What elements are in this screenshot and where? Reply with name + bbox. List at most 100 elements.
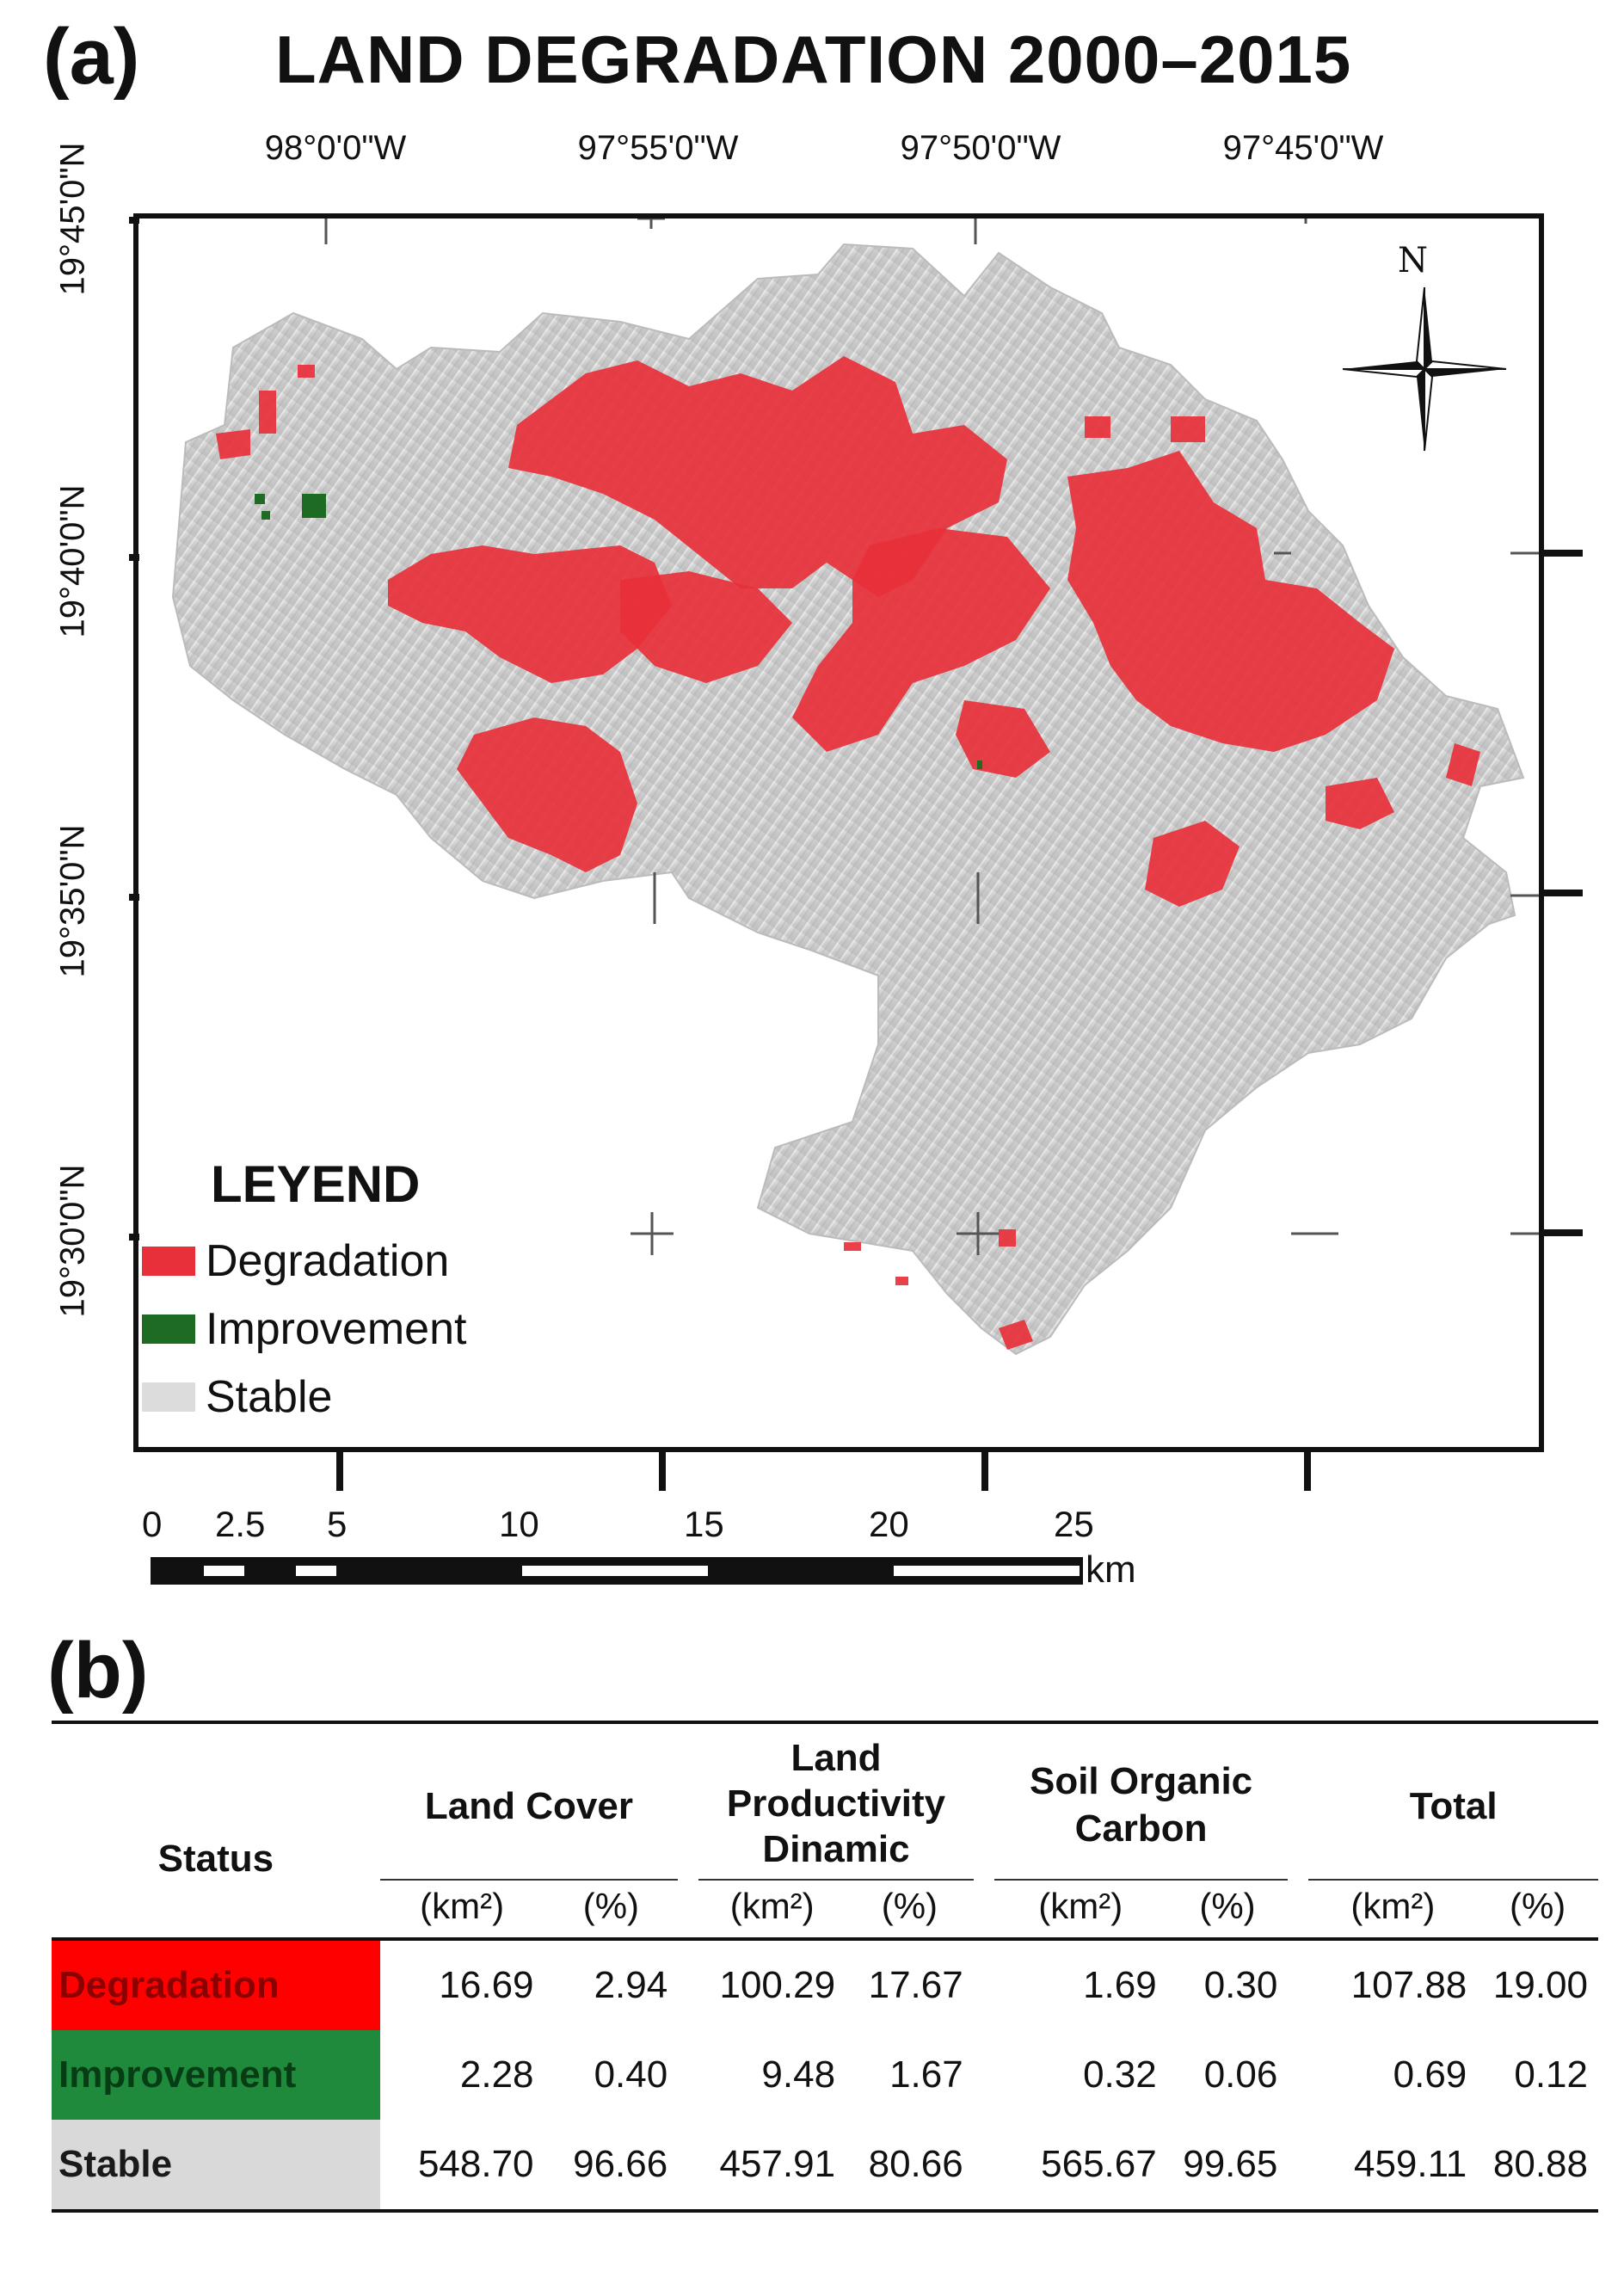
degradation-patch	[956, 700, 1050, 778]
map-title: LAND DEGRADATION 2000–2015	[275, 22, 1352, 97]
legend-swatch-improvement	[142, 1314, 195, 1344]
legend-label: Improvement	[206, 1304, 467, 1354]
status-degradation: Degradation	[52, 1939, 380, 2031]
improvement-patches	[255, 494, 982, 769]
longitude-label-97-55: 97°55'0"W	[577, 129, 739, 167]
unit-area: (km²)	[729, 1886, 815, 1927]
column-header-land-productivity: Land Productivity Dinamic	[698, 1722, 974, 1881]
table-cell: 2.94	[594, 1964, 668, 2007]
improvement-patch	[255, 494, 265, 504]
degradation-patch	[895, 1277, 908, 1285]
table-cell: 0.06	[1203, 2053, 1278, 2096]
unit-area: (km²)	[1350, 1886, 1436, 1927]
scale-bar	[151, 1557, 1083, 1585]
table-cell: 9.48	[761, 2053, 836, 2096]
legend-swatch-degradation	[142, 1247, 195, 1276]
frame-right-ticks	[1544, 550, 1583, 1236]
legend-label: Degradation	[206, 1236, 450, 1286]
table-header-row: Status Land Cover Land Productivity Dina…	[52, 1722, 1598, 1881]
degradation-patch	[999, 1320, 1033, 1350]
table-cell: 80.88	[1492, 2143, 1588, 2186]
latitude-label-19-35: 19°35'0"N	[53, 824, 92, 978]
latitude-label-19-30: 19°30'0"N	[53, 1164, 92, 1318]
legend-swatch-stable	[142, 1382, 195, 1412]
table-cell: 107.88	[1350, 1964, 1467, 2007]
improvement-patch	[302, 494, 326, 518]
legend-item-degradation: Degradation	[142, 1235, 449, 1287]
degradation-patch	[1446, 743, 1480, 786]
legend-item-improvement: Improvement	[142, 1303, 466, 1355]
table-cell: 548.70	[417, 2143, 534, 2186]
statistics-table: Status Land Cover Land Productivity Dina…	[52, 1721, 1598, 2213]
table-cell: 96.66	[573, 2143, 668, 2186]
unit-percent: (%)	[1509, 1886, 1566, 1927]
degradation-patch	[1067, 451, 1394, 752]
column-header-land-cover: Land Cover	[379, 1722, 679, 1881]
degradation-patch	[457, 717, 637, 872]
table-row-stable: Stable 548.70 96.66 457.91 80.66 565.67 …	[52, 2120, 1598, 2212]
table-cell: 0.40	[594, 2053, 668, 2096]
table-cell: 1.67	[889, 2053, 963, 2096]
table-cell: 0.69	[1393, 2053, 1467, 2096]
degradation-patch	[620, 571, 792, 683]
table-cell: 459.11	[1353, 2143, 1467, 2186]
degradation-patch	[1145, 821, 1240, 907]
table-cell: 0.32	[1083, 2053, 1157, 2096]
improvement-patch	[261, 511, 270, 520]
north-arrow-label: N	[1398, 241, 1428, 280]
latitude-label-19-40: 19°40'0"N	[53, 484, 92, 638]
north-arrow-icon	[1342, 286, 1507, 452]
table-row-improvement: Improvement 2.28 0.40 9.48 1.67 0.32 0.0…	[52, 2030, 1598, 2121]
unit-area: (km²)	[1038, 1886, 1123, 1927]
table-cell: 99.65	[1183, 2143, 1278, 2186]
legend-item-stable: Stable	[142, 1371, 332, 1423]
degradation-patch	[1085, 416, 1110, 438]
table-cell: 19.00	[1492, 1964, 1588, 2007]
degradation-patch	[844, 1242, 861, 1251]
scale-unit: km	[1086, 1548, 1136, 1591]
longitude-label-97-50: 97°50'0"W	[900, 129, 1061, 167]
degradation-patch	[508, 356, 1007, 597]
legend-title: LEYEND	[211, 1155, 421, 1213]
panel-a-label: (a)	[43, 13, 140, 101]
unit-percent: (%)	[881, 1886, 938, 1927]
table-cell: 0.30	[1203, 1964, 1278, 2007]
degradation-patch	[792, 528, 1050, 752]
degradation-patch	[216, 429, 250, 459]
frame-bottom-ticks	[336, 1452, 1311, 1491]
table-cell: 0.12	[1514, 2053, 1588, 2096]
table-cell: 1.69	[1083, 1964, 1157, 2007]
scale-tick-20: 20	[869, 1504, 909, 1544]
degradation-patch	[1326, 778, 1394, 829]
degradation-patch	[259, 391, 276, 434]
table-cell: 457.91	[719, 2143, 836, 2186]
column-header-status: Status	[157, 1838, 274, 1881]
table-cell: 565.67	[1041, 2143, 1157, 2186]
panel-b-label: (b)	[47, 1627, 149, 1715]
legend-label: Stable	[206, 1372, 333, 1422]
table-cell: 80.66	[868, 2143, 963, 2186]
scale-tick-10: 10	[499, 1504, 539, 1544]
improvement-patch	[977, 760, 982, 769]
unit-percent: (%)	[1199, 1886, 1256, 1927]
unit-percent: (%)	[582, 1886, 640, 1927]
degradation-patch	[999, 1229, 1016, 1247]
graticule	[324, 219, 1539, 1255]
frame-left-ticks	[129, 217, 139, 1241]
degradation-patch	[1171, 416, 1205, 442]
table-cell: 17.67	[868, 1964, 963, 2007]
status-improvement: Improvement	[52, 2030, 380, 2121]
table-unit-row: (km²) (%) (km²) (%) (km²) (%) (km²) (%)	[52, 1880, 1598, 1940]
map-frame	[133, 213, 1544, 1452]
scale-tick-15: 15	[684, 1504, 724, 1544]
status-stable: Stable	[52, 2120, 380, 2212]
map-canvas	[171, 219, 1539, 1356]
table-cell: 2.28	[459, 2053, 534, 2096]
column-header-total: Total	[1308, 1722, 1598, 1881]
longitude-label-97-45: 97°45'0"W	[1222, 129, 1384, 167]
scale-tick-2-5: 2.5	[215, 1504, 266, 1544]
scale-tick-5: 5	[327, 1504, 348, 1544]
scale-tick-0: 0	[142, 1504, 163, 1544]
degradation-patch	[388, 545, 672, 683]
latitude-label-19-45: 19°45'0"N	[53, 142, 92, 296]
